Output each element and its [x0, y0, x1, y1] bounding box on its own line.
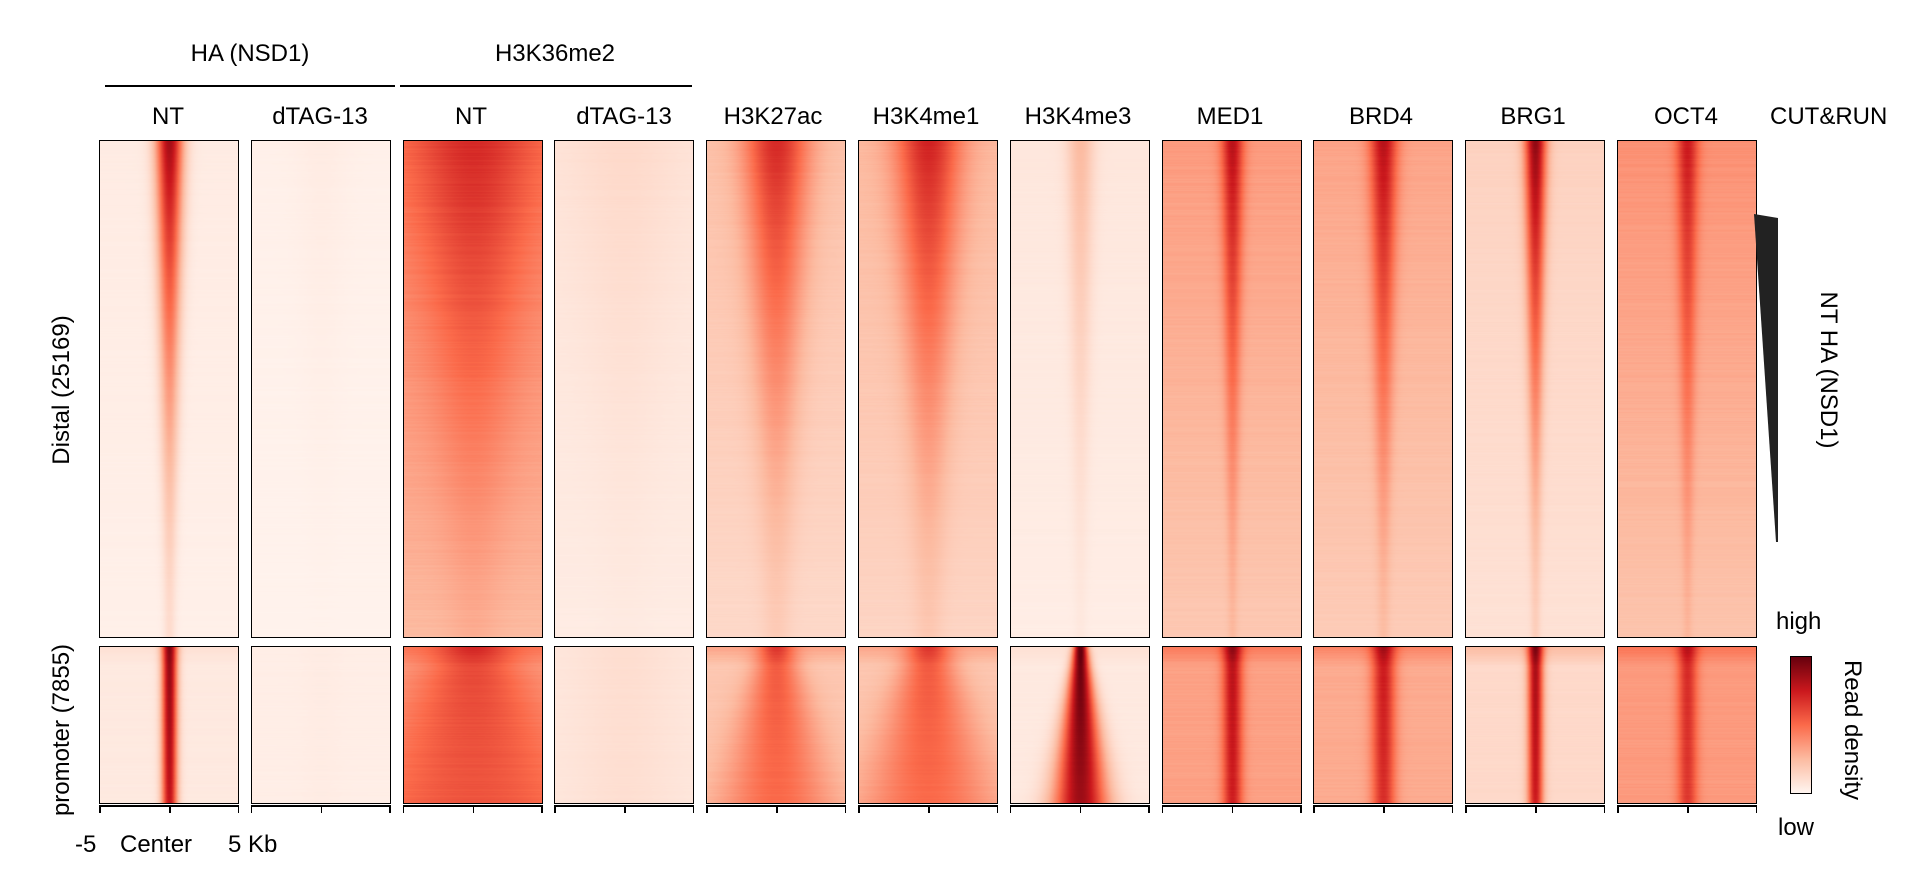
x-tick: [554, 805, 556, 813]
distal-heatmap-9: [1465, 140, 1606, 638]
group-line-h3k36me2: [400, 85, 692, 87]
x-tick: [169, 805, 171, 813]
x-tick: [692, 805, 695, 813]
x-axis-line: [1617, 805, 1757, 807]
distal-heatmap-7: [1161, 140, 1302, 638]
x-tick: [706, 805, 708, 813]
promoter-heatmap-1: [250, 646, 391, 804]
x-tick: [776, 805, 778, 813]
x-tick: [1383, 805, 1385, 813]
promoter-heatmap-4: [706, 646, 847, 804]
x-tick: [99, 805, 101, 813]
promoter-heatmap-6: [1009, 646, 1150, 804]
row-label-distal: Distal (25169): [48, 315, 75, 465]
column-label: H3K27ac: [723, 103, 823, 130]
x-axis-line: [250, 805, 391, 807]
x-tick: [1079, 805, 1082, 813]
promoter-heatmap-9: [1465, 646, 1606, 804]
x-axis-line: [1161, 805, 1302, 807]
x-tick: [928, 805, 930, 813]
assay-label: CUT&RUN: [1770, 103, 1888, 130]
x-tick: [472, 805, 475, 813]
x-tick: [1148, 805, 1150, 813]
column-label: BRG1: [1500, 103, 1566, 130]
x-tick: [1617, 805, 1619, 813]
promoter-heatmap-7: [1161, 646, 1302, 804]
column-label: NT: [455, 103, 487, 130]
x-tick-label: Center: [120, 831, 193, 858]
sort-label: NT HA (NSD1): [1815, 291, 1842, 449]
column-label: MED1: [1196, 103, 1264, 130]
x-axis-line: [858, 805, 998, 807]
x-axis-line: [99, 805, 239, 807]
x-axis-line: [554, 805, 695, 807]
x-tick: [1465, 805, 1467, 813]
colorbar: [1790, 656, 1812, 794]
x-tick: [250, 805, 253, 813]
x-tick: [402, 805, 405, 813]
group-label-h3k36me2: H3K36me2: [494, 40, 616, 67]
column-label: OCT4: [1653, 103, 1719, 130]
promoter-heatmap-2: [402, 646, 543, 804]
x-tick: [1313, 805, 1315, 813]
distal-heatmap-6: [1009, 140, 1150, 638]
promoter-heatmap-10: [1617, 646, 1757, 804]
x-tick: [1231, 805, 1234, 813]
x-axis-line: [1465, 805, 1606, 807]
x-tick: [237, 805, 239, 813]
distal-heatmap-1: [250, 140, 391, 638]
group-line-ha-nsd1: [105, 85, 395, 87]
sort-wedge: [1754, 214, 1778, 542]
x-axis-line: [1009, 805, 1150, 807]
distal-heatmap-8: [1313, 140, 1454, 638]
x-tick: [1300, 805, 1302, 813]
x-tick: [1161, 805, 1164, 813]
colorbar-low-label: low: [1778, 814, 1815, 841]
x-tick: [541, 805, 543, 813]
x-tick: [1687, 805, 1689, 813]
column-label: H3K4me3: [1024, 103, 1132, 130]
x-axis-line: [706, 805, 847, 807]
distal-heatmap-2: [402, 140, 543, 638]
distal-heatmap-4: [706, 140, 847, 638]
x-axis-line: [402, 805, 543, 807]
x-tick: [389, 805, 391, 813]
colorbar-title: Read density: [1839, 659, 1866, 801]
x-tick: [1603, 805, 1606, 813]
x-tick: [1451, 805, 1454, 813]
x-tick-label: -5: [75, 831, 97, 858]
distal-heatmap-5: [858, 140, 998, 638]
promoter-heatmap-8: [1313, 646, 1454, 804]
x-tick: [624, 805, 626, 813]
distal-heatmap-10: [1617, 140, 1757, 638]
row-label-promoter: promoter (7855): [48, 643, 75, 817]
x-tick: [996, 805, 998, 813]
column-label: H3K4me1: [872, 103, 980, 130]
x-axis-line: [1313, 805, 1454, 807]
x-tick: [858, 805, 860, 813]
promoter-heatmap-0: [99, 646, 239, 804]
x-tick: [844, 805, 847, 813]
x-tick-label: 5 Kb: [228, 831, 278, 858]
x-tick: [1009, 805, 1012, 813]
x-tick: [320, 805, 323, 813]
column-label: NT: [152, 103, 184, 130]
colorbar-high-label: high: [1776, 608, 1822, 635]
column-label: dTAG-13: [272, 103, 368, 130]
column-label: dTAG-13: [576, 103, 672, 130]
x-tick: [1535, 805, 1537, 813]
column-label: BRD4: [1348, 103, 1414, 130]
promoter-heatmap-3: [554, 646, 695, 804]
distal-heatmap-0: [99, 140, 239, 638]
x-tick: [1755, 805, 1757, 813]
group-label-ha-nsd1: HA (NSD1): [190, 40, 310, 67]
promoter-heatmap-5: [858, 646, 998, 804]
distal-heatmap-3: [554, 140, 695, 638]
